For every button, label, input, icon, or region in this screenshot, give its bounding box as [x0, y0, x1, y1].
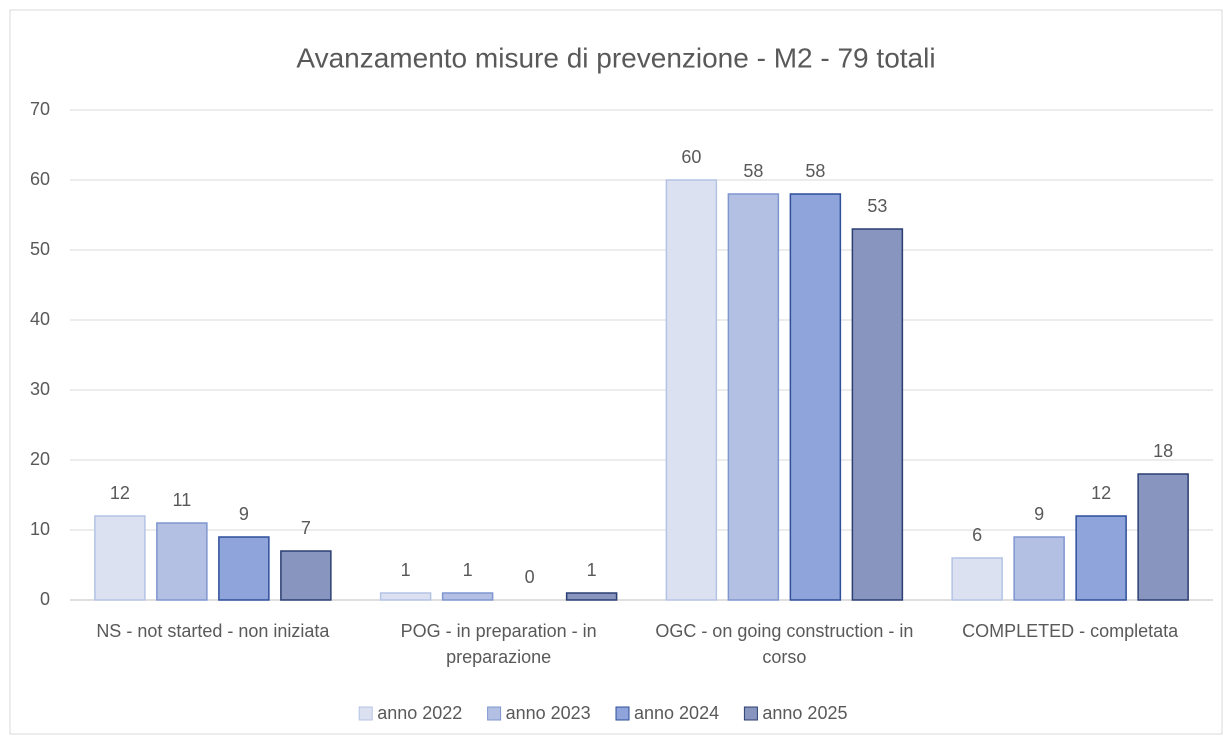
data-label: 6 [972, 525, 982, 545]
y-tick-label: 70 [30, 99, 50, 119]
data-label: 58 [743, 161, 763, 181]
data-label: 60 [681, 147, 701, 167]
data-label: 1 [463, 560, 473, 580]
y-tick-label: 20 [30, 449, 50, 469]
legend-label: anno 2023 [506, 703, 591, 723]
data-label: 12 [110, 483, 130, 503]
data-label: 0 [525, 567, 535, 587]
data-label: 18 [1153, 441, 1173, 461]
data-label: 1 [401, 560, 411, 580]
data-label: 1 [587, 560, 597, 580]
data-label: 12 [1091, 483, 1111, 503]
bar [1013, 536, 1065, 601]
x-tick-label: POG - in preparation - in preparazione [400, 621, 597, 667]
x-tick-label: NS - not started - non iniziata [96, 621, 330, 641]
y-tick-label: 60 [30, 169, 50, 189]
chart-frame [9, 9, 1223, 735]
x-tick-label: COMPLETED - completata [962, 621, 1179, 641]
bar [156, 522, 208, 601]
bar [789, 193, 842, 601]
y-tick-label: 10 [30, 519, 50, 539]
legend-label: anno 2025 [762, 703, 847, 723]
bar [280, 550, 332, 601]
chart-title: Avanzamento misure di prevenzione - M2 -… [296, 42, 935, 73]
y-tick-label: 0 [40, 589, 50, 609]
legend-swatch [615, 706, 630, 721]
bar [94, 515, 146, 601]
bar [441, 592, 494, 601]
x-tick-label: OGC - on going construction - in corso [655, 621, 914, 667]
legend-label: anno 2022 [377, 703, 462, 723]
y-tick-label: 50 [30, 239, 50, 259]
bar [1137, 473, 1189, 601]
bar [851, 228, 904, 601]
legend-label: anno 2024 [634, 703, 719, 723]
data-label: 9 [239, 504, 249, 524]
data-label: 58 [805, 161, 825, 181]
y-tick-label: 30 [30, 379, 50, 399]
bar [1075, 515, 1127, 601]
legend-swatch [487, 706, 502, 721]
legend-swatch [358, 706, 373, 721]
data-label: 7 [301, 518, 311, 538]
data-label: 9 [1034, 504, 1044, 524]
bar [951, 557, 1003, 601]
bar [665, 179, 718, 601]
data-label: 53 [867, 196, 887, 216]
bar [379, 592, 432, 601]
bar [218, 536, 270, 601]
legend-swatch [743, 706, 758, 721]
bar [727, 193, 780, 601]
bar [565, 592, 618, 601]
data-label: 11 [173, 490, 192, 510]
y-tick-label: 40 [30, 309, 50, 329]
